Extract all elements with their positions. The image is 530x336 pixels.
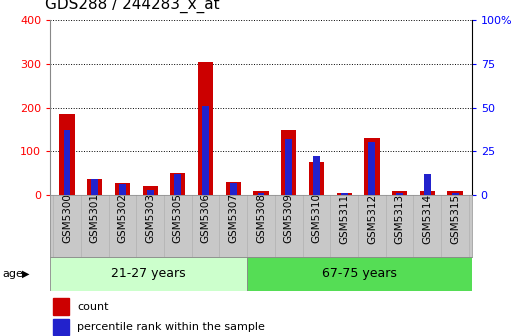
Bar bbox=[50, 257, 247, 291]
Bar bbox=[202, 106, 209, 195]
Bar bbox=[285, 139, 292, 195]
Bar bbox=[170, 173, 185, 195]
Bar bbox=[281, 130, 296, 195]
Text: age: age bbox=[3, 269, 23, 279]
Text: GDS288 / 244283_x_at: GDS288 / 244283_x_at bbox=[45, 0, 219, 13]
Bar bbox=[247, 257, 472, 291]
Text: count: count bbox=[77, 302, 109, 312]
Bar bbox=[396, 193, 403, 195]
Bar bbox=[115, 183, 130, 195]
Text: percentile rank within the sample: percentile rank within the sample bbox=[77, 322, 265, 332]
Bar bbox=[59, 114, 75, 195]
Bar bbox=[420, 191, 435, 195]
Bar bbox=[424, 174, 431, 195]
Bar bbox=[64, 130, 70, 195]
Text: ▶: ▶ bbox=[22, 269, 30, 279]
Bar bbox=[230, 183, 237, 195]
Bar bbox=[226, 182, 241, 195]
Bar bbox=[309, 162, 324, 195]
Bar bbox=[54, 298, 69, 315]
Bar bbox=[119, 184, 126, 195]
Bar bbox=[147, 190, 154, 195]
Bar bbox=[54, 319, 69, 335]
Bar bbox=[87, 179, 102, 195]
Text: 21-27 years: 21-27 years bbox=[111, 267, 186, 280]
Bar bbox=[364, 138, 379, 195]
Bar bbox=[198, 62, 213, 195]
Bar bbox=[143, 186, 158, 195]
Bar bbox=[341, 193, 348, 195]
Bar bbox=[174, 174, 181, 195]
Bar bbox=[368, 142, 375, 195]
Bar bbox=[313, 157, 320, 195]
Bar bbox=[258, 193, 264, 195]
Bar bbox=[91, 179, 98, 195]
Text: 67-75 years: 67-75 years bbox=[322, 267, 397, 280]
Bar bbox=[452, 193, 458, 195]
Bar bbox=[447, 192, 463, 195]
Bar bbox=[337, 193, 352, 195]
Bar bbox=[392, 191, 407, 195]
Bar bbox=[253, 192, 269, 195]
